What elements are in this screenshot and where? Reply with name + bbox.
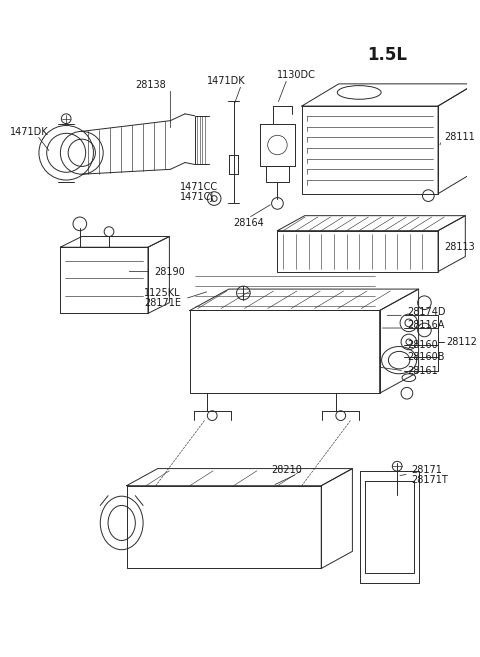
Text: 1471CC: 1471CC (180, 182, 218, 192)
Text: 28174D: 28174D (407, 307, 445, 317)
Text: 1130DC: 1130DC (277, 70, 316, 80)
Text: 28171: 28171 (411, 465, 442, 475)
Text: 28138: 28138 (135, 79, 166, 89)
Text: 28113: 28113 (444, 242, 475, 252)
Text: 1.5L: 1.5L (367, 46, 407, 64)
Text: 28111: 28111 (444, 132, 475, 142)
Text: 28161: 28161 (407, 366, 438, 376)
Text: 28116A: 28116A (407, 320, 444, 330)
Text: 28171T: 28171T (411, 475, 447, 485)
Text: 28160: 28160 (407, 340, 438, 350)
Text: 28210: 28210 (272, 465, 302, 475)
Text: 1471DK: 1471DK (206, 76, 245, 86)
Text: 28160B: 28160B (407, 352, 444, 362)
Text: 28112: 28112 (446, 336, 477, 347)
Text: 1125KL: 1125KL (144, 288, 180, 298)
Text: 1471CJ: 1471CJ (180, 192, 215, 202)
Text: 1471DK: 1471DK (10, 127, 48, 137)
Text: 28190: 28190 (154, 267, 184, 277)
Text: 28164: 28164 (234, 218, 264, 228)
Text: 28171E: 28171E (144, 298, 181, 307)
